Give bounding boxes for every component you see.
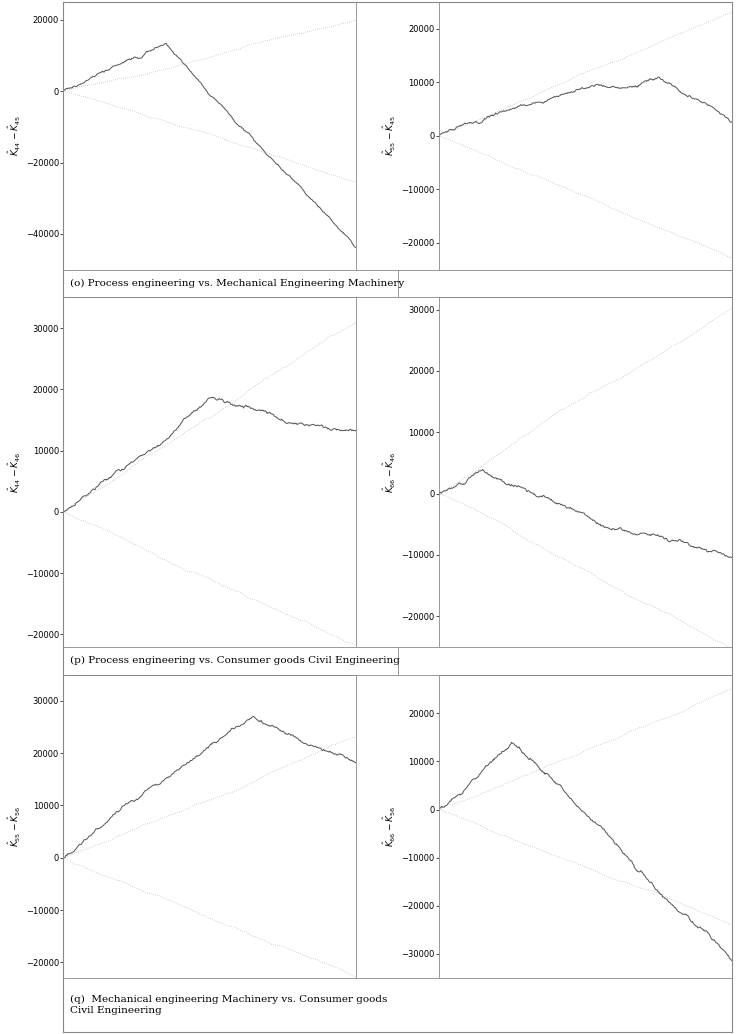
Y-axis label: $\hat{K}_{44} - \hat{K}_{45}$: $\hat{K}_{44} - \hat{K}_{45}$	[7, 116, 23, 156]
X-axis label: distance $t$ (in km): distance $t$ (in km)	[545, 285, 626, 298]
X-axis label: distance $t$ (in km): distance $t$ (in km)	[169, 285, 250, 298]
X-axis label: distance $t$ (in km): distance $t$ (in km)	[545, 663, 626, 674]
Text: (q)  Mechanical engineering Machinery vs. Consumer goods
Civil Engineering: (q) Mechanical engineering Machinery vs.…	[70, 996, 387, 1014]
Text: (p) Process engineering vs. Consumer goods Civil Engineering: (p) Process engineering vs. Consumer goo…	[70, 657, 400, 665]
Y-axis label: $\hat{K}_{66} - \hat{K}_{56}$: $\hat{K}_{66} - \hat{K}_{56}$	[382, 805, 398, 847]
X-axis label: distance $t$ (in km): distance $t$ (in km)	[169, 994, 250, 1006]
Y-axis label: $\hat{K}_{55} - \hat{K}_{56}$: $\hat{K}_{55} - \hat{K}_{56}$	[7, 805, 23, 847]
X-axis label: distance $t$ (in km): distance $t$ (in km)	[545, 994, 626, 1006]
Y-axis label: $\hat{K}_{55} - \hat{K}_{45}$: $\hat{K}_{55} - \hat{K}_{45}$	[382, 116, 398, 156]
Y-axis label: $\hat{K}_{66} - \hat{K}_{46}$: $\hat{K}_{66} - \hat{K}_{46}$	[382, 452, 398, 492]
Text: (o) Process engineering vs. Mechanical Engineering Machinery: (o) Process engineering vs. Mechanical E…	[70, 279, 404, 288]
X-axis label: distance $t$ (in km): distance $t$ (in km)	[169, 663, 250, 674]
Y-axis label: $\hat{K}_{44} - \hat{K}_{46}$: $\hat{K}_{44} - \hat{K}_{46}$	[7, 452, 23, 492]
